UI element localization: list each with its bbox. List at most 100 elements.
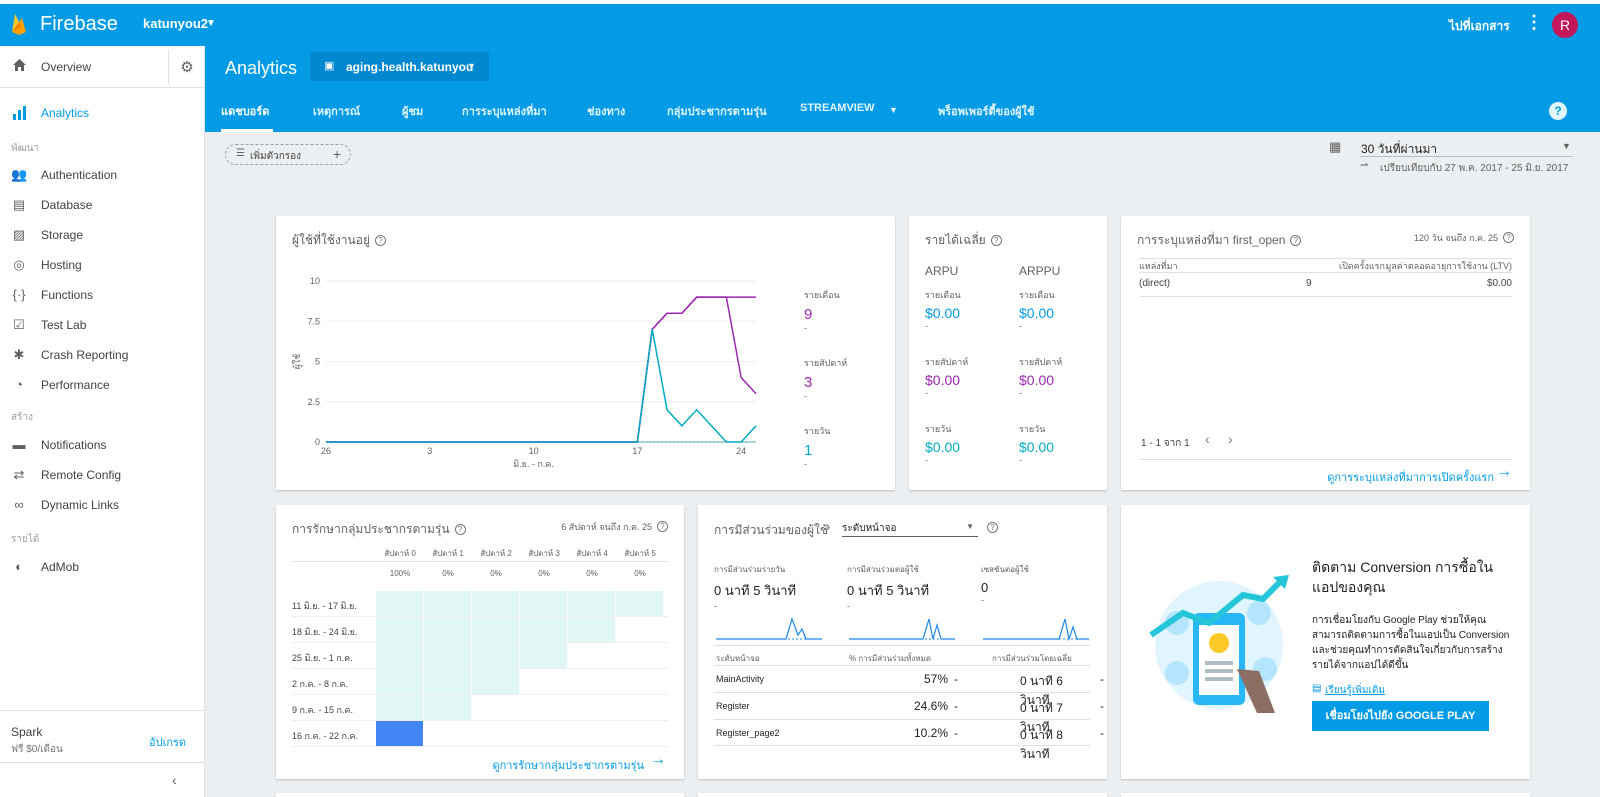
- retention-row[interactable]: 25 มิ.ย. - 1 ก.ค.: [292, 643, 668, 669]
- streamview-dropdown-icon[interactable]: ▼: [889, 105, 898, 115]
- add-filter-chip[interactable]: ☰ เพิ่มตัวกรอง +: [225, 144, 351, 165]
- tab-cohorts[interactable]: กลุ่มประชากรตามรุ่น: [667, 106, 767, 118]
- sidebar-item-storage[interactable]: ▨ Storage: [0, 220, 205, 250]
- retention-cell[interactable]: [376, 695, 423, 720]
- retention-cell[interactable]: [568, 617, 615, 642]
- link-google-play-button[interactable]: เชื่อมโยงไปยัง GOOGLE PLAY: [1312, 701, 1489, 731]
- sidebar-item-functions[interactable]: {·} Functions: [0, 280, 205, 310]
- go-to-docs-link[interactable]: ไปที่เอกสาร: [1449, 19, 1510, 33]
- database-icon: ▤: [12, 197, 26, 212]
- help-icon[interactable]: ?: [987, 522, 998, 533]
- retention-row[interactable]: 2 ก.ค. - 8 ก.ค.: [292, 669, 668, 695]
- retention-cell[interactable]: [472, 643, 519, 668]
- pagination-label: 1 - 1 จาก 1: [1141, 438, 1190, 449]
- retention-cell[interactable]: [376, 721, 423, 746]
- chevron-down-icon: ▼: [966, 522, 974, 531]
- project-selector[interactable]: katunyou2: [143, 16, 209, 31]
- table-row[interactable]: (direct) 9 $0.00: [1139, 278, 1512, 294]
- retention-cell[interactable]: [424, 591, 471, 616]
- tab-attribution[interactable]: การระบุแหล่งที่มา: [462, 106, 547, 118]
- view-attribution-link[interactable]: ดูการระบุแหล่งที่มาการเปิดครั้งแรก: [1327, 472, 1494, 484]
- retention-cell[interactable]: [376, 591, 423, 616]
- arrow-right-icon[interactable]: →: [1496, 463, 1512, 480]
- tab-dashboard[interactable]: แดชบอร์ด: [221, 102, 273, 132]
- help-icon[interactable]: ?: [990, 235, 1002, 246]
- retention-cell[interactable]: [616, 591, 663, 616]
- retention-col-header: สัปดาห์ 3: [528, 549, 560, 558]
- row-pct: 24.6%: [914, 699, 949, 713]
- sidebar-item-label: Notifications: [41, 438, 107, 452]
- sidebar-item-authentication[interactable]: 👥 Authentication: [0, 160, 205, 190]
- sidebar-item-hosting[interactable]: ◎ Hosting: [0, 250, 205, 280]
- tab-events[interactable]: เหตุการณ์: [313, 106, 361, 118]
- tab-audiences[interactable]: ผู้ชม: [402, 106, 424, 118]
- sidebar: Overview ⚙ Analytics พัฒนา 👥 Authenticat…: [0, 46, 205, 797]
- settings-gear-icon[interactable]: ⚙: [168, 50, 205, 84]
- help-icon[interactable]: ?: [1549, 102, 1567, 120]
- help-icon[interactable]: ?: [657, 521, 668, 532]
- chevron-left-icon[interactable]: ‹: [172, 772, 177, 788]
- date-range-selector[interactable]: ▦ 30 วันที่ผ่านมา ▼ ⇀ เปรียบเทียบกับ 27 …: [1329, 137, 1575, 177]
- table-row[interactable]: Register_page2 10.2% - 0 นาที 8 วินาที -: [714, 719, 1104, 761]
- retention-cell[interactable]: [424, 617, 471, 642]
- retention-cell[interactable]: [520, 617, 567, 642]
- arrow-right-icon[interactable]: →: [650, 751, 666, 768]
- learn-more-link[interactable]: เรียนรู้เพิ่มเติม: [1325, 685, 1385, 696]
- next-page-icon[interactable]: ›: [1228, 431, 1233, 447]
- upgrade-link[interactable]: อัปเกรด: [149, 737, 187, 749]
- retention-cell[interactable]: [424, 643, 471, 668]
- app-selector[interactable]: ▣ aging.health.katunyou ▼: [310, 52, 489, 81]
- sidebar-item-database[interactable]: ▤ Database: [0, 190, 205, 220]
- compare-range-label: เปรียบเทียบกับ 27 พ.ค. 2017 - 25 มิ.ย. 2…: [1380, 163, 1569, 174]
- retention-row[interactable]: 16 ก.ค. - 22 ก.ค.: [292, 721, 668, 747]
- table-row[interactable]: MainActivity 57% - 0 นาที 6 วินาที -: [714, 665, 1104, 707]
- view-retention-link[interactable]: ดูการรักษากลุ่มประชากรตามรุ่น: [492, 760, 644, 772]
- retention-row[interactable]: 9 ก.ค. - 15 ก.ค.: [292, 695, 668, 721]
- retention-cell[interactable]: [568, 591, 615, 616]
- retention-cell[interactable]: [472, 617, 519, 642]
- retention-range-text: 6 สัปดาห์ จนถึง ก.ค. 25: [561, 522, 652, 532]
- retention-cell[interactable]: [472, 591, 519, 616]
- prev-page-icon[interactable]: ‹: [1205, 431, 1210, 447]
- more-vert-icon[interactable]: ⋮: [1525, 12, 1543, 32]
- tab-funnels[interactable]: ช่องทาง: [587, 106, 626, 118]
- sidebar-item-admob[interactable]: ◐ AdMob: [0, 552, 205, 582]
- sessions-sparkline: [983, 618, 1089, 642]
- help-icon[interactable]: ?: [1290, 235, 1302, 246]
- daily-stat: รายวัน 1 -: [804, 424, 830, 469]
- retention-cell[interactable]: [520, 643, 567, 668]
- project-dropdown-icon[interactable]: ▼: [206, 18, 216, 29]
- sidebar-overview[interactable]: Overview ⚙: [0, 46, 205, 88]
- sidebar-item-notifications[interactable]: ▬ Notifications: [0, 430, 205, 460]
- collapse-sidebar[interactable]: ‹: [0, 762, 205, 797]
- retention-cell[interactable]: [520, 591, 567, 616]
- account-avatar[interactable]: R: [1552, 12, 1578, 38]
- retention-cell[interactable]: [424, 669, 471, 694]
- plus-icon[interactable]: +: [333, 146, 342, 162]
- section-label-develop: พัฒนา: [11, 143, 40, 154]
- retention-cell[interactable]: [376, 617, 423, 642]
- sidebar-item-crash-reporting[interactable]: ✱ Crash Reporting: [0, 340, 205, 370]
- help-icon[interactable]: ?: [375, 235, 386, 246]
- retention-cell[interactable]: [376, 643, 423, 668]
- help-icon[interactable]: ?: [454, 524, 466, 535]
- screen-level-selector[interactable]: ระดับหน้าจอ ▼: [842, 519, 978, 537]
- sidebar-item-label: Hosting: [41, 258, 82, 272]
- tab-streamview[interactable]: STREAMVIEW: [800, 102, 875, 114]
- retention-row[interactable]: 11 มิ.ย. - 17 มิ.ย.: [292, 591, 668, 617]
- retention-cell[interactable]: [376, 669, 423, 694]
- stat-delta: -: [714, 601, 717, 611]
- sidebar-item-label: Crash Reporting: [41, 348, 129, 362]
- table-row[interactable]: Register 24.6% - 0 นาที 7 วินาที -: [714, 692, 1104, 734]
- sidebar-item-analytics[interactable]: Analytics: [0, 98, 205, 128]
- sidebar-item-remote-config[interactable]: ⇄ Remote Config: [0, 460, 205, 490]
- sidebar-item-performance[interactable]: ◔ Performance: [0, 370, 205, 400]
- sidebar-item-dynamic-links[interactable]: ∞ Dynamic Links: [0, 490, 205, 520]
- retention-cell[interactable]: [472, 669, 519, 694]
- tab-user-properties[interactable]: พร็อพเพอร์ตี้ของผู้ใช้: [938, 106, 1035, 118]
- row-screen: MainActivity: [716, 674, 765, 684]
- retention-cell[interactable]: [424, 695, 471, 720]
- retention-row[interactable]: 18 มิ.ย. - 24 มิ.ย.: [292, 617, 668, 643]
- help-icon[interactable]: ?: [1503, 232, 1514, 243]
- sidebar-item-test-lab[interactable]: ☑ Test Lab: [0, 310, 205, 340]
